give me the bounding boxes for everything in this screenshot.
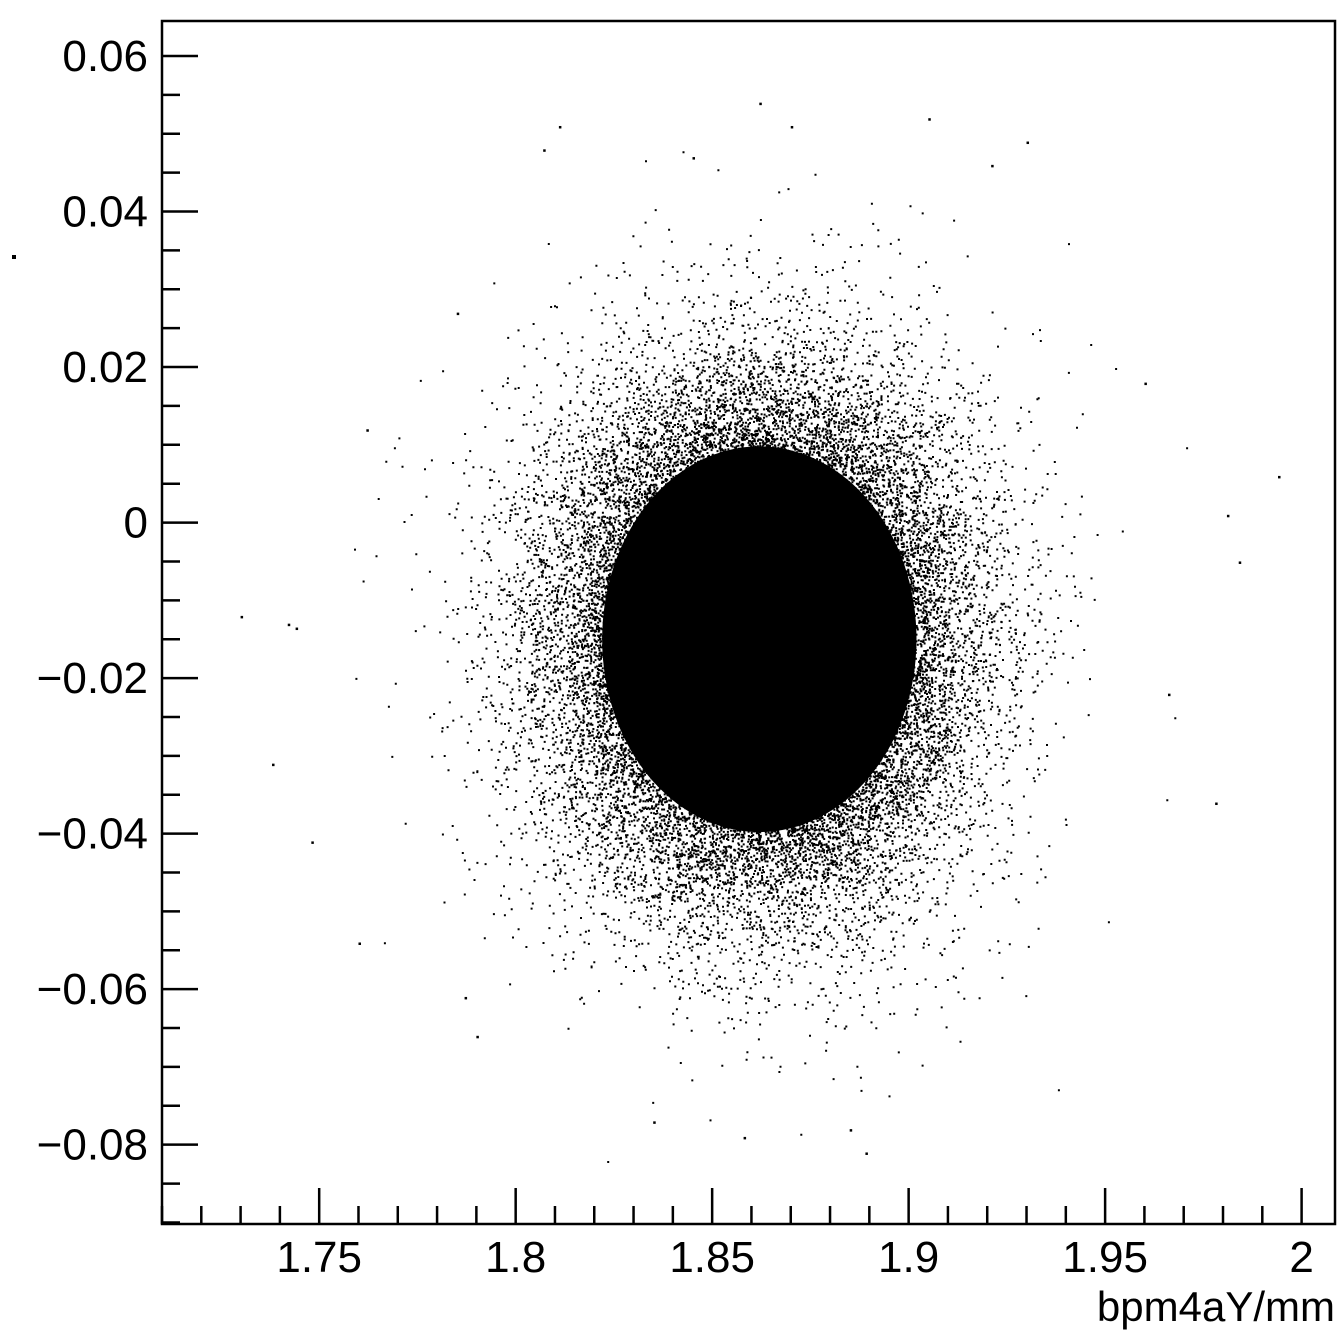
scatter-point xyxy=(1026,141,1030,145)
y-tick-label: 0.04 xyxy=(62,188,148,237)
scatter-point xyxy=(653,1121,656,1124)
scatter-point xyxy=(311,841,314,844)
y-tick-label: −0.06 xyxy=(37,965,148,1014)
x-tick-label: 1.8 xyxy=(485,1233,546,1282)
scatter-point xyxy=(366,429,369,432)
scatter-point xyxy=(759,102,762,106)
scatter-point xyxy=(464,996,468,1000)
scatter-point xyxy=(790,125,794,129)
scatter-point xyxy=(991,164,994,168)
scatter-point xyxy=(272,763,275,767)
scatter-point xyxy=(1215,802,1218,806)
y-tick-label: 0 xyxy=(124,499,148,548)
x-axis-title: bpm4aY/mm xyxy=(1097,1283,1335,1330)
scatter-points xyxy=(240,102,1281,1164)
axis-ticks xyxy=(160,54,1303,1224)
point-cloud-core xyxy=(602,446,917,833)
y-tick-label: −0.08 xyxy=(37,1121,148,1170)
y-tick-label: 0.02 xyxy=(62,343,148,392)
scatter-point xyxy=(476,1035,479,1039)
x-tick-label: 1.95 xyxy=(1062,1233,1148,1282)
scatter-point xyxy=(240,615,244,619)
scatter-point xyxy=(358,942,361,945)
scatter-point xyxy=(1278,475,1281,479)
scatter-point xyxy=(865,1152,868,1155)
scatter-point xyxy=(543,149,546,152)
tick-labels: 1.75 1.8 1.85 1.9 1.95 2 0.06 0.04 0.02 0 −0.02 −0.… xyxy=(37,32,1314,1282)
y-tick-label: 0.06 xyxy=(62,32,148,81)
scatter-point xyxy=(456,312,460,316)
scatter-point xyxy=(928,118,931,121)
scatter-point xyxy=(692,157,696,160)
scatter-point xyxy=(1144,382,1147,386)
x-tick-label: 1.9 xyxy=(878,1233,939,1282)
x-tick-label: 1.85 xyxy=(669,1233,755,1282)
scatter-point xyxy=(849,1129,853,1132)
scatter-point xyxy=(1226,514,1230,518)
scatter-point xyxy=(743,1136,747,1140)
scatter-point xyxy=(295,627,299,631)
stray-mark xyxy=(12,255,16,259)
scatter-point xyxy=(1238,561,1242,564)
scatter-point xyxy=(287,623,291,627)
x-tick-label: 1.75 xyxy=(276,1233,362,1282)
y-tick-label: −0.04 xyxy=(37,810,148,859)
scatter-point xyxy=(1167,693,1171,697)
y-tick-label: −0.02 xyxy=(37,654,148,703)
scatter-point xyxy=(558,125,562,129)
x-tick-label: 2 xyxy=(1289,1233,1313,1282)
